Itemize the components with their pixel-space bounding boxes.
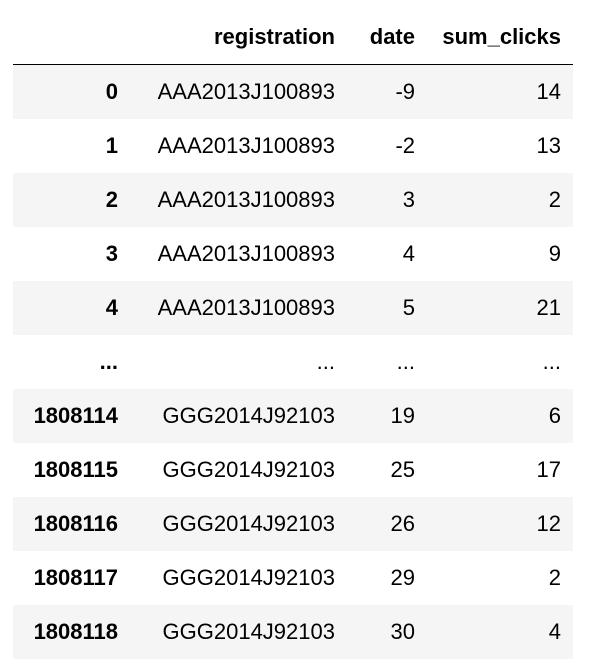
sum-clicks-cell: 17 [536, 456, 561, 482]
date-column-header: date [347, 10, 427, 65]
table-row: 1808118 GGG2014J92103 30 4 [13, 604, 573, 659]
sum-clicks-cell: 9 [548, 240, 561, 266]
date-cell: -9 [395, 78, 415, 104]
date-cell: ... [396, 348, 415, 374]
table-row: 4 AAA2013J100893 5 21 [13, 280, 573, 335]
row-index: 2 [105, 186, 118, 212]
row-index: 3 [105, 240, 118, 266]
registration-cell: GGG2014J92103 [162, 402, 335, 428]
dataframe-output: registration date sum_clicks 0 AAA2013J10… [13, 10, 573, 659]
registration-cell: AAA2013J100893 [157, 78, 335, 104]
sum-clicks-cell: 2 [548, 564, 561, 590]
dataframe-table: registration date sum_clicks 0 AAA2013J10… [13, 10, 573, 659]
date-cell: 5 [402, 294, 415, 320]
table-row: 1808116 GGG2014J92103 26 12 [13, 496, 573, 551]
row-index: 0 [105, 78, 118, 104]
table-row: 1808114 GGG2014J92103 19 6 [13, 388, 573, 443]
table-row: ............ [13, 334, 573, 389]
row-index: 1808115 [33, 456, 118, 482]
index-column-header [13, 10, 130, 65]
sum-clicks-cell: ... [542, 348, 561, 374]
sum-clicks-column-header: sum_clicks [427, 10, 573, 65]
registration-cell: AAA2013J100893 [157, 240, 335, 266]
table-row: 3 AAA2013J100893 4 9 [13, 226, 573, 281]
sum-clicks-cell: 14 [536, 78, 561, 104]
table-row: 0 AAA2013J100893 -9 14 [13, 64, 573, 119]
header-row: registration date sum_clicks [13, 10, 573, 65]
row-index: 1 [105, 132, 118, 158]
row-index: 4 [105, 294, 118, 320]
date-cell: 4 [402, 240, 415, 266]
date-cell: 29 [390, 564, 415, 590]
row-index: 1808118 [33, 618, 118, 644]
row-index: ... [99, 348, 118, 374]
registration-cell: GGG2014J92103 [162, 456, 335, 482]
row-index: 1808114 [33, 402, 118, 428]
table-row: 1 AAA2013J100893 -2 13 [13, 118, 573, 173]
date-cell: 25 [390, 456, 415, 482]
sum-clicks-cell: 4 [548, 618, 561, 644]
registration-cell: AAA2013J100893 [157, 294, 335, 320]
row-index: 1808117 [33, 564, 118, 590]
registration-column-header: registration [130, 10, 347, 65]
sum-clicks-cell: 2 [548, 186, 561, 212]
sum-clicks-cell: 6 [548, 402, 561, 428]
registration-cell: GGG2014J92103 [162, 618, 335, 644]
table-row: 2 AAA2013J100893 3 2 [13, 172, 573, 227]
date-cell: -2 [395, 132, 415, 158]
sum-clicks-cell: 13 [536, 132, 561, 158]
registration-cell: GGG2014J92103 [162, 510, 335, 536]
table-row: 1808115 GGG2014J92103 25 17 [13, 442, 573, 497]
table-body: 0 AAA2013J100893 -9 14 1 AAA2013J100893 -2 13 2 A… [13, 64, 573, 659]
registration-cell: GGG2014J92103 [162, 564, 335, 590]
registration-cell: AAA2013J100893 [157, 132, 335, 158]
table-row: 1808117 GGG2014J92103 29 2 [13, 550, 573, 605]
date-cell: 19 [390, 402, 415, 428]
date-cell: 30 [390, 618, 415, 644]
table-header: registration date sum_clicks [13, 10, 573, 65]
registration-cell: AAA2013J100893 [157, 186, 335, 212]
sum-clicks-cell: 12 [536, 510, 561, 536]
registration-cell: ... [316, 348, 335, 374]
date-cell: 3 [402, 186, 415, 212]
sum-clicks-cell: 21 [536, 294, 561, 320]
date-cell: 26 [390, 510, 415, 536]
row-index: 1808116 [33, 510, 118, 536]
